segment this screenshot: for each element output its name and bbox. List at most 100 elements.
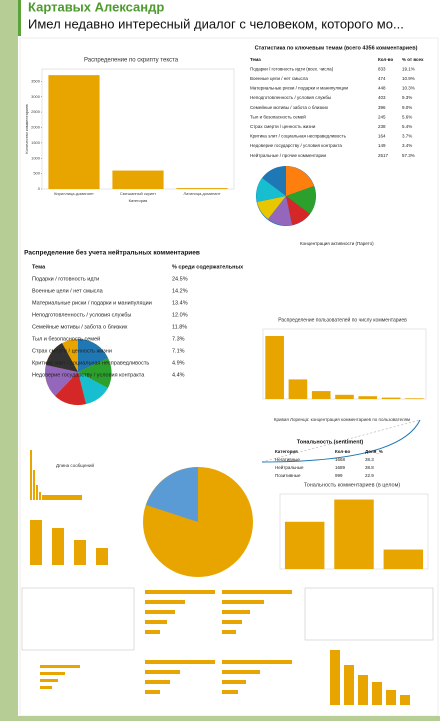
table-cell: 38.3 <box>365 457 374 462</box>
table-cell: 999 <box>335 473 343 478</box>
table-cell: Подарки / готовность идти <box>32 276 99 282</box>
bar <box>265 336 284 399</box>
author[interactable]: Картавых Александр <box>28 0 164 14</box>
table-cell: Нейтральные / прочие комментарии <box>250 152 326 158</box>
y-tick-label: 3000 <box>31 94 41 99</box>
table-cell: 403 <box>378 95 386 100</box>
table-cell: Страх смерти / ценность жизни <box>250 124 316 129</box>
table-cell: Критика элит / социальная несправедливос… <box>250 134 347 139</box>
y-tick-label: 0 <box>38 186 41 191</box>
bar <box>311 391 331 399</box>
table-cell: 1668 <box>335 457 346 462</box>
table-cell: 396 <box>378 105 386 110</box>
x-axis-label: Категория <box>129 198 148 203</box>
bar <box>335 394 354 399</box>
table-cell: 4.9% <box>172 360 185 366</box>
bar <box>383 549 424 569</box>
table-cell: 11.8% <box>172 324 187 330</box>
bottom-bar-panels <box>30 520 410 705</box>
table-cell: 5.4% <box>402 124 412 129</box>
table-cell: 9.0% <box>402 105 412 110</box>
column-header: % среди содержательных <box>172 264 244 270</box>
table-cell: 833 <box>378 66 386 71</box>
table-cell: Недоверие государству / условия контракт… <box>32 372 145 378</box>
bar <box>288 379 308 399</box>
table-cell: 10.3% <box>402 86 415 91</box>
column-header: Тема <box>250 57 261 62</box>
table-cell: 22.9 <box>365 473 374 478</box>
table-cell: 164 <box>378 134 386 139</box>
table-cell: 57.3% <box>402 153 415 158</box>
column-header: Кол-во <box>335 449 350 454</box>
chart-title: Распределение по скрипту текста <box>84 58 179 64</box>
table-cell: 238 <box>378 124 386 129</box>
x-tick-label: Кириллица-доминант <box>54 191 94 196</box>
table-cell: 9.3% <box>402 95 412 100</box>
table-title: Статистика по ключевым темам (всего 4356… <box>255 45 418 51</box>
table-cell: Тыл и безопасность семей <box>250 113 306 119</box>
topics-pie <box>256 166 316 226</box>
table-cell: 245 <box>378 114 386 119</box>
table-title: Распределение без учета нейтральных комм… <box>24 249 200 257</box>
message-text: Имел недавно интересный диалог с человек… <box>28 16 404 31</box>
section-title: Концентрация активности (Парето) <box>300 241 374 246</box>
table-cell: 3.7% <box>402 134 412 139</box>
bar <box>48 75 100 189</box>
x-tick-label: Латиница-доминант <box>183 191 220 196</box>
column-header: Кол-во <box>378 57 393 62</box>
chart-title: Распределение пользователей по числу ком… <box>278 316 407 323</box>
table-cell: 14.2% <box>172 288 188 294</box>
table-cell: 4.4% <box>172 372 185 378</box>
chart-title: Тональность комментариев (в целом) <box>304 482 401 488</box>
table-cell: 38.8 <box>365 465 374 470</box>
table-cell: 1689 <box>335 465 346 470</box>
lorenz-curve <box>261 419 421 463</box>
table-cell: 7.1% <box>172 348 185 354</box>
x-tick-label: Смешанный скрипт <box>120 191 156 196</box>
table-cell: Подарки / готовность идти (всех. числа) <box>250 66 334 71</box>
y-tick-label: 1000 <box>31 155 41 160</box>
table-cell: 3.4% <box>402 143 412 148</box>
y-tick-label: 3500 <box>31 78 41 83</box>
table-cell: 12.0% <box>172 312 188 318</box>
table-cell: 448 <box>378 86 386 91</box>
small-table <box>304 587 434 641</box>
bar <box>358 396 378 399</box>
table-cell: Тыл и безопасность семей <box>32 335 100 342</box>
chart-title: Длина сообщений <box>56 462 94 468</box>
bar <box>176 188 228 189</box>
column-header: Категория <box>275 449 298 454</box>
table-cell: Неподготовленность / условия службы <box>32 312 131 318</box>
table-cell: 2517 <box>378 153 389 158</box>
length-histogram <box>30 450 82 500</box>
column-header: Тема <box>32 264 46 270</box>
table-cell: Критика элит / социальная несправедливос… <box>32 360 149 366</box>
table-cell: 149 <box>378 143 386 148</box>
table-cell: Военные цели / нет смысла <box>32 288 104 294</box>
table-cell: Негативные <box>275 457 300 462</box>
table-title: Тональность (sentiment) <box>297 439 364 445</box>
table-cell: 13.4% <box>172 300 188 306</box>
table-cell: Неподготовленность / условия службы <box>250 95 331 100</box>
table-cell: Материальные риски / подарки и манипуляц… <box>250 86 348 91</box>
table-cell: Позитивные <box>275 473 301 478</box>
bar <box>284 521 325 569</box>
table-cell: 24.5% <box>172 276 188 282</box>
table-cell: Материальные риски / подарки и манипуляц… <box>32 300 152 306</box>
bar <box>334 499 374 569</box>
bar <box>112 170 164 189</box>
table-cell: Семейные мотивы / забота о близких <box>250 104 329 110</box>
column-header: Доля_% <box>365 449 383 454</box>
bar <box>405 398 424 399</box>
table-cell: Страх смерти / ценность жизни <box>32 348 112 354</box>
y-tick-label: 1500 <box>31 140 41 145</box>
table-cell: 5.6% <box>402 114 412 119</box>
bar <box>381 397 401 399</box>
chart-title: Кривая Лоренца: концентрация комментарие… <box>274 417 410 422</box>
table-cell: 474 <box>378 76 386 81</box>
table-cell: Нейтральные <box>275 464 304 470</box>
y-axis-label: Количество комментариев <box>24 104 29 153</box>
y-tick-label: 2000 <box>31 125 41 130</box>
